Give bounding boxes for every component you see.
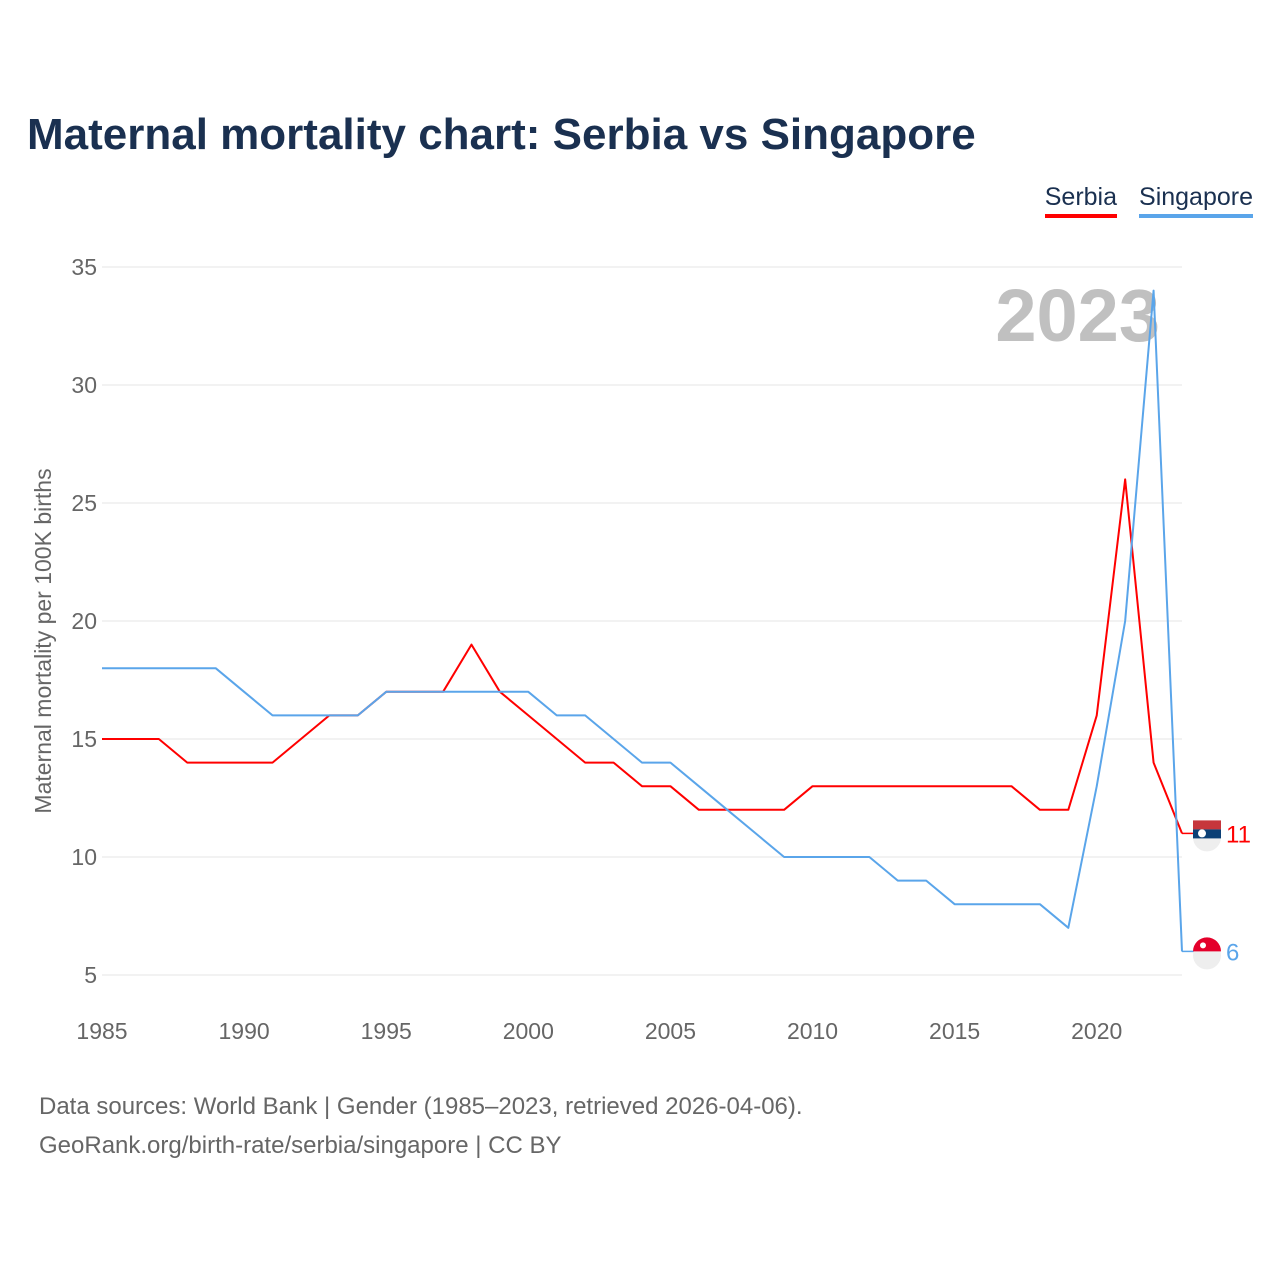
y-tick-label: 5 <box>84 962 97 988</box>
y-tick-label: 20 <box>71 608 97 634</box>
legend-singapore[interactable]: Singapore <box>1139 183 1253 218</box>
x-tick-label: 2010 <box>787 1018 838 1044</box>
x-tick-label: 2000 <box>503 1018 554 1044</box>
series-line-singapore <box>102 289 1183 952</box>
flag-serbia-icon <box>1193 829 1221 839</box>
y-tick-label: 35 <box>71 254 97 280</box>
footer-sources: Data sources: World Bank | Gender (1985–… <box>39 1093 803 1120</box>
y-tick-label: 30 <box>71 372 97 398</box>
legend: Serbia Singapore <box>1044 183 1253 218</box>
y-tick-label: 15 <box>71 726 97 752</box>
flag-serbia-emblem-icon <box>1198 829 1206 838</box>
x-tick-label: 1985 <box>76 1018 127 1044</box>
x-tick-label: 2015 <box>929 1018 980 1044</box>
end-value-label-singapore: 6 <box>1226 939 1239 966</box>
x-tick-label: 2005 <box>645 1018 696 1044</box>
y-tick-label: 10 <box>71 844 97 870</box>
end-value-label-serbia: 11 <box>1226 821 1251 848</box>
x-tick-label: 1995 <box>361 1018 412 1044</box>
footer-link[interactable]: GeoRank.org/birth-rate/serbia/singapore … <box>39 1132 562 1159</box>
year-label: 2023 <box>995 274 1160 357</box>
flag-serbia-icon <box>1193 820 1221 830</box>
y-axis-label: Maternal mortality per 100K births <box>30 468 56 813</box>
footer: Data sources: World Bank | Gender (1985–… <box>39 1087 803 1165</box>
legend-serbia[interactable]: Serbia <box>1044 183 1118 218</box>
series-line-serbia <box>102 478 1183 834</box>
y-tick-label: 25 <box>71 490 97 516</box>
x-tick-label: 2020 <box>1071 1018 1122 1044</box>
chart-title: Maternal mortality chart: Serbia vs Sing… <box>27 110 976 159</box>
flag-singapore-icon <box>1193 937 1221 952</box>
x-tick-label: 1990 <box>219 1018 270 1044</box>
flag-singapore-crescent-icon <box>1200 942 1206 949</box>
